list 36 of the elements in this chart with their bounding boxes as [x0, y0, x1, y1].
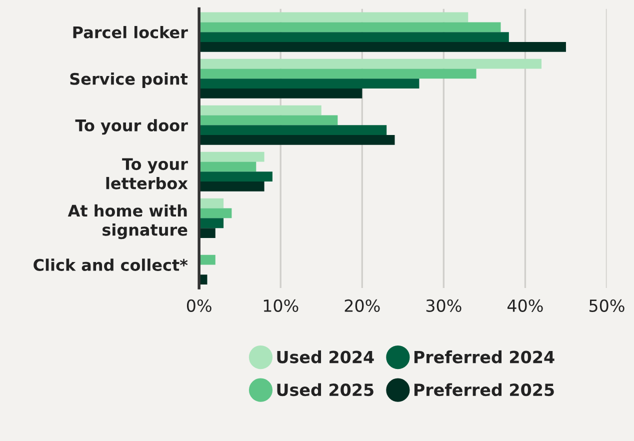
y-tick-label: Click and collect* [34, 258, 188, 272]
x-tick-label: 30% [426, 299, 462, 312]
y-tick-label: To your door [75, 119, 188, 135]
bar [199, 78, 420, 88]
bar [199, 135, 395, 145]
legend-label: Used 2025 [277, 383, 374, 396]
bar [199, 115, 338, 126]
bar [199, 42, 566, 52]
x-tick-label: 40% [508, 299, 543, 312]
bar [199, 105, 322, 116]
legend-label: Preferred 2024 [414, 350, 554, 364]
y-tick-label: To your letterbox [106, 158, 188, 190]
y-tick-label: Service point [70, 72, 188, 88]
bar [199, 162, 256, 172]
bar [199, 152, 264, 162]
bar [199, 198, 224, 208]
bar [199, 22, 501, 32]
x-tick-label: 0% [186, 299, 212, 312]
bar [199, 218, 224, 228]
bar [199, 172, 272, 182]
x-tick-label: 10% [264, 299, 298, 312]
bar [199, 88, 362, 98]
bar [199, 228, 216, 238]
legend-label: Preferred 2025 [414, 383, 554, 396]
y-tick-label: Parcel locker [73, 26, 188, 38]
bar [199, 125, 387, 136]
y-tick-label: At home with signature [68, 204, 188, 240]
bar [199, 182, 264, 192]
bar [199, 68, 476, 79]
legend-label: Used 2024 [277, 350, 374, 364]
bar [199, 32, 509, 42]
bar [199, 12, 468, 22]
bar [199, 58, 542, 69]
bar [199, 208, 232, 218]
x-tick-label: 50% [590, 299, 624, 312]
x-tick-label: 20% [344, 299, 380, 312]
